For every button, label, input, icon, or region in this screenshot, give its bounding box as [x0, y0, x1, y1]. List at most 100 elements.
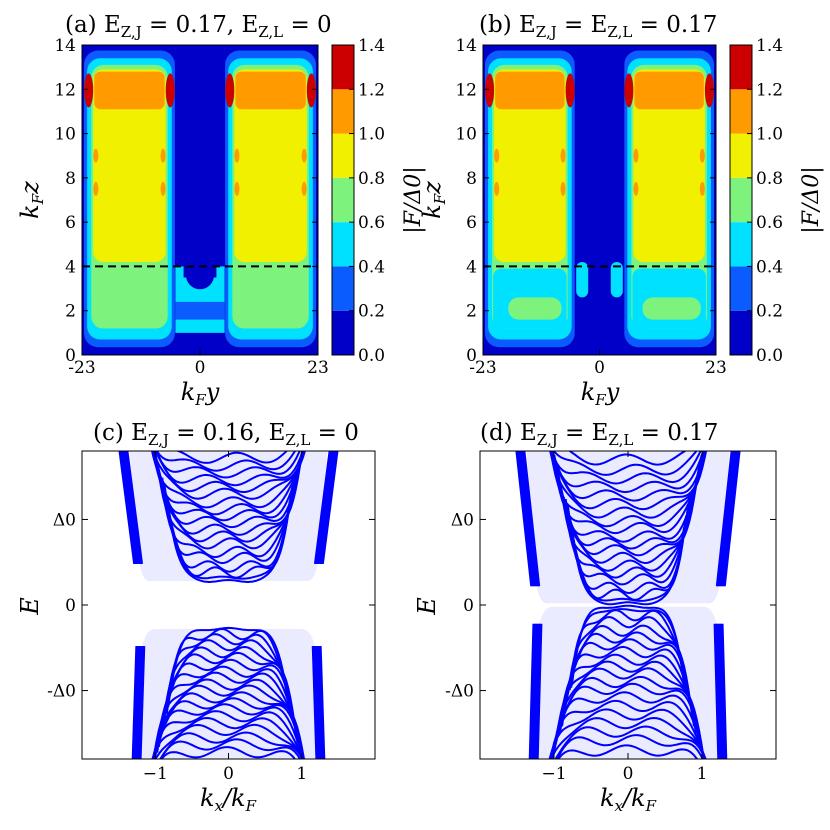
panel-b-xlabel: kFy — [581, 378, 620, 409]
band-lower-7 — [559, 645, 697, 734]
colorbar-tick-label-2: 0.4 — [358, 257, 385, 277]
spot-left-4 — [560, 181, 566, 196]
ytick-label-0: Δ0 — [53, 510, 76, 530]
contour-left-level-5 — [495, 71, 565, 110]
xtick-label-1: 0 — [623, 764, 634, 784]
spot-left-1 — [494, 148, 500, 163]
colorbar-segment-0 — [332, 310, 354, 355]
spot-right-1 — [234, 148, 240, 163]
spot-right-4 — [301, 181, 307, 196]
panel-c: (c) EZ,J = 0.16, EZ,L = 0 −1 0 1 Δ0 0 -Δ0 kx/… — [16, 420, 376, 815]
spot-left-4 — [160, 181, 166, 196]
colorbar-frame — [729, 44, 753, 356]
colorbar-segment-6 — [730, 45, 752, 90]
colorbar-tick-label-6: 1.2 — [756, 80, 783, 100]
band-upper-9 — [153, 451, 304, 529]
panel-d-xlabel: kx/kF — [600, 784, 657, 815]
spot-right-3 — [234, 181, 240, 196]
junction-lobe-left — [576, 262, 589, 298]
band-upper-17 — [550, 451, 702, 485]
colorbar-tick-label-5: 1.0 — [358, 125, 385, 145]
band-edge-9-3 — [721, 623, 728, 759]
band-upper-6 — [561, 493, 695, 572]
peak-left-2 — [165, 73, 175, 108]
panel-d-title: (d) EZ,J = EZ,L = 0.17 — [480, 420, 718, 449]
colorbar-tick-label-7: 1.4 — [358, 36, 385, 56]
ytick-label-10: 10 — [455, 125, 477, 145]
band-lower-6 — [157, 658, 300, 747]
spot-left-1 — [93, 148, 99, 163]
spot-left-3 — [494, 181, 500, 196]
band-upper-8 — [154, 451, 303, 536]
xtick-label-2: 1 — [296, 764, 307, 784]
ytick-label-6: 6 — [65, 213, 76, 233]
panel-b-heatmap — [483, 45, 716, 355]
band-lower-2 — [164, 633, 293, 715]
colorbar-label: |F/Δ0| — [799, 166, 824, 233]
contour-right-green-patch — [642, 297, 701, 320]
colorbar-tick-label-6: 1.2 — [358, 80, 385, 100]
xtick-label-1: 0 — [223, 764, 234, 784]
band-upper-9 — [555, 461, 701, 550]
junction-gap — [183, 45, 217, 278]
colorbar-label: |F/Δ0| — [401, 166, 426, 233]
ytick-label-4: 4 — [65, 257, 76, 277]
band-lower-0 — [571, 604, 685, 685]
peak-right-1 — [624, 73, 634, 108]
band-upper-2 — [164, 493, 293, 579]
band-upper-0 — [571, 527, 685, 606]
ytick-label-2: -Δ0 — [445, 682, 474, 702]
band-lower-1 — [165, 627, 292, 715]
peak-left-1 — [84, 73, 94, 108]
band-upper-3 — [566, 505, 690, 595]
junction-lobe-right — [610, 262, 623, 298]
band-upper-3 — [163, 484, 294, 573]
band-lower-1 — [570, 608, 686, 688]
panel-a-xlabel: kFy — [181, 378, 220, 409]
ytick-label-0: Δ0 — [451, 510, 474, 530]
band-lower-2 — [568, 609, 688, 691]
band-lower-10 — [553, 667, 703, 747]
ytick-label-1: 0 — [65, 596, 76, 616]
band-lower-14 — [549, 699, 706, 759]
panel-b-colorbar: 0.0 0.2 0.4 0.6 0.8 1.0 1.2 1.4 |F/Δ0| — [729, 36, 824, 366]
xtick-label-2: 1 — [697, 764, 708, 784]
colorbar-segment-0 — [730, 310, 752, 355]
band-edge-9-0 — [118, 451, 136, 565]
band-lower-5 — [159, 651, 298, 737]
ytick-label-0: 0 — [466, 346, 477, 366]
colorbar-tick-label-1: 0.2 — [358, 302, 385, 322]
panel-a-colorbar: 0.0 0.2 0.4 0.6 0.8 1.0 1.2 1.4 |F/Δ0| — [331, 36, 426, 366]
ytick-label-2: 2 — [65, 302, 76, 322]
band-lower-12 — [153, 697, 305, 759]
colorbar-segment-4 — [332, 133, 354, 178]
contour-left-level-4 — [93, 69, 166, 262]
colorbar-segment-1 — [332, 266, 354, 311]
ytick-label-12: 12 — [54, 80, 76, 100]
band-lower-16 — [154, 723, 305, 759]
band-lower-13 — [550, 691, 705, 759]
band-lower-19 — [557, 744, 699, 759]
panel-c-xlabel: kx/kF — [200, 784, 257, 815]
peak-right-2 — [704, 73, 714, 108]
band-upper-5 — [159, 476, 298, 559]
colorbar-segment-3 — [332, 177, 354, 223]
panel-c-ylabel: E — [16, 597, 44, 616]
band-upper-5 — [562, 496, 694, 579]
band-upper-2 — [568, 515, 688, 601]
band-upper-12 — [151, 451, 306, 509]
band-upper-16 — [550, 451, 705, 494]
band-lower-8 — [154, 671, 303, 755]
xtick-label-0: -23 — [469, 358, 496, 378]
ytick-label-8: 8 — [65, 169, 76, 189]
band-edge-9-1 — [321, 451, 339, 565]
spot-right-3 — [633, 181, 639, 196]
colorbar-segment-5 — [730, 89, 752, 134]
spot-left-2 — [160, 148, 166, 163]
spot-left-2 — [560, 148, 566, 163]
band-upper-17 — [155, 451, 297, 472]
contour-right-green-patch — [233, 286, 308, 329]
band-edge-9-2 — [528, 623, 535, 759]
